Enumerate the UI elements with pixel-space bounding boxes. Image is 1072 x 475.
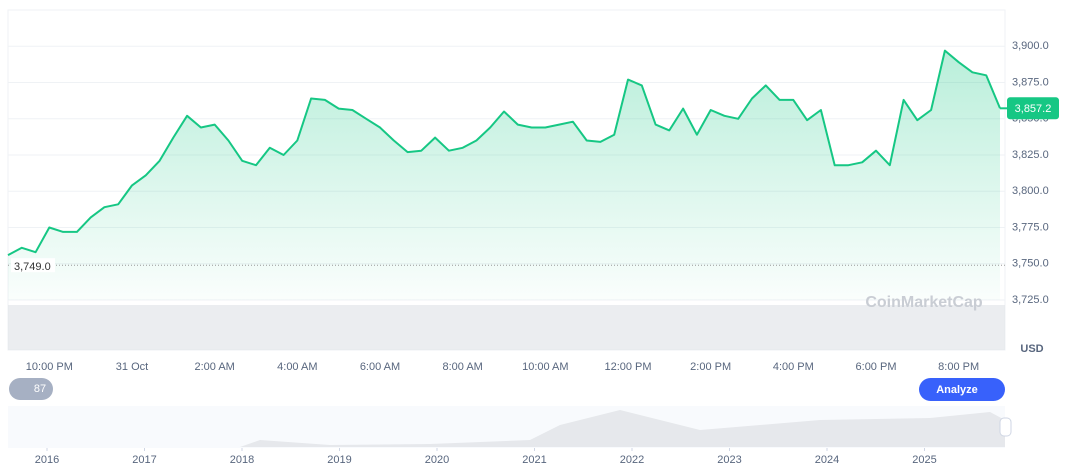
volume-area xyxy=(8,305,1005,350)
navigator-year: 2020 xyxy=(425,454,449,466)
navigator-year: 2025 xyxy=(912,454,936,466)
open-price-bg xyxy=(11,258,55,273)
x-tick-label: 8:00 PM xyxy=(938,361,979,373)
x-tick-label: 8:00 AM xyxy=(442,361,482,373)
y-tick-label: 3,725.0 xyxy=(1012,294,1049,306)
navigator-year: 2016 xyxy=(35,454,59,466)
y-tick-label: 3,825.0 xyxy=(1012,149,1049,161)
analyze-button[interactable] xyxy=(919,378,1005,401)
analyze-label: Analyze xyxy=(936,384,978,396)
navigator-area xyxy=(8,410,1005,447)
y-tick-label: 3,900.0 xyxy=(1012,40,1049,52)
y-tick-label: 3,775.0 xyxy=(1012,221,1049,233)
navigator-handle[interactable] xyxy=(999,417,1012,437)
open-price-label: 3,749.0 xyxy=(14,261,51,273)
watermark: CoinMarketCap xyxy=(865,294,983,311)
currency: USD xyxy=(1020,343,1043,355)
x-tick-label: 2:00 AM xyxy=(194,361,234,373)
y-tick-label: 3,750.0 xyxy=(1012,258,1049,270)
last-price-badge xyxy=(1007,97,1059,120)
y-tick-label: 3,875.0 xyxy=(1012,76,1049,88)
navigator-year: 2018 xyxy=(230,454,254,466)
x-tick-label: 6:00 AM xyxy=(360,361,400,373)
x-tick-label: 10:00 PM xyxy=(26,361,73,373)
x-tick-label: 31 Oct xyxy=(116,361,148,373)
price-area xyxy=(8,50,1000,300)
x-tick-label: 12:00 PM xyxy=(604,361,651,373)
x-tick-label: 10:00 AM xyxy=(522,361,568,373)
x-tick-label: 6:00 PM xyxy=(856,361,897,373)
navigator-year: 2022 xyxy=(620,454,644,466)
x-tick-label: 4:00 AM xyxy=(277,361,317,373)
navigator-year: 2021 xyxy=(522,454,546,466)
price-line xyxy=(7,49,1001,256)
last-price-label: 3,857.2 xyxy=(1015,103,1052,115)
x-tick-label: 2:00 PM xyxy=(690,361,731,373)
navigator-year: 2019 xyxy=(327,454,351,466)
x-tick-label: 4:00 PM xyxy=(773,361,814,373)
history-count: 87 xyxy=(34,383,46,395)
navigator-year: 2024 xyxy=(815,454,839,466)
navigator-year: 2023 xyxy=(717,454,741,466)
navigator-year: 2017 xyxy=(132,454,156,466)
history-button[interactable] xyxy=(9,378,53,400)
y-tick-label: 3,800.0 xyxy=(1012,185,1049,197)
